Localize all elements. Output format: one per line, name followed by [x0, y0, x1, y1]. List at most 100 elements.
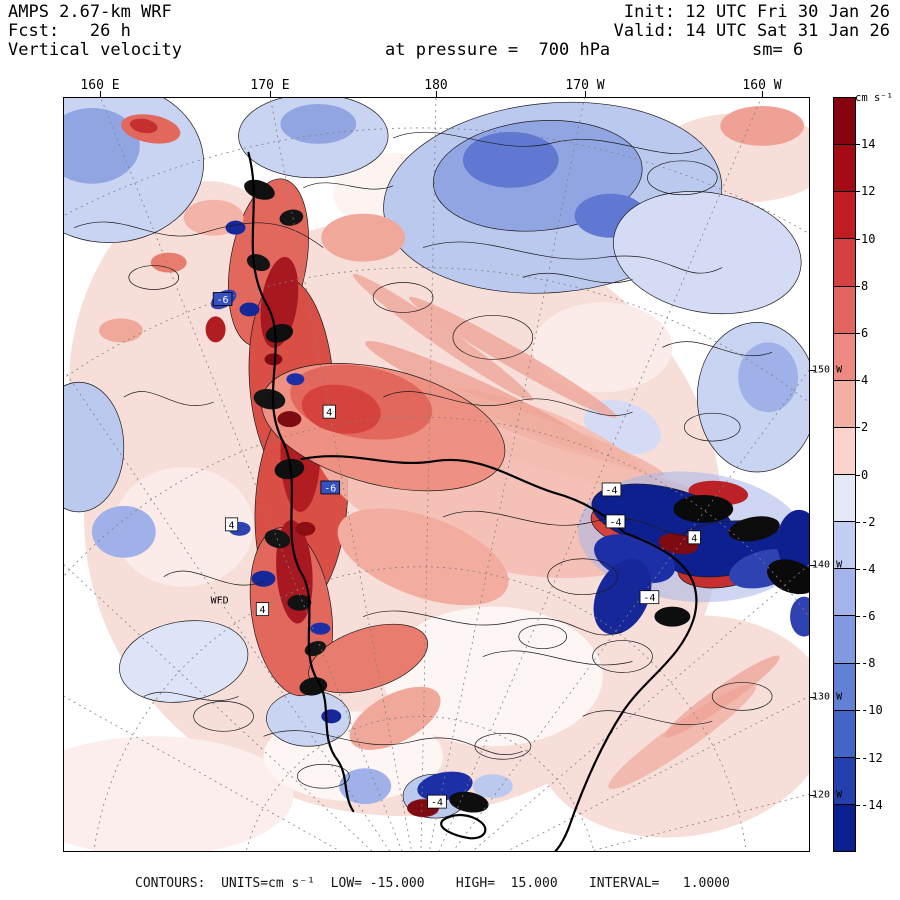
contour-line [442, 510, 703, 536]
contour-extremum-label: -6 [324, 483, 336, 494]
velocity-region [664, 655, 780, 738]
contour-ring [711, 682, 773, 711]
velocity-region [277, 411, 302, 428]
contour-extremum-label: -4 [431, 798, 443, 809]
velocity-region [728, 516, 780, 542]
meridian-tick-top [100, 91, 101, 97]
meridian-tick-top [270, 91, 271, 97]
contour-extremum-label: -6 [217, 295, 229, 306]
velocity-region [673, 494, 734, 523]
contour-line [482, 650, 633, 666]
contour-ring [592, 640, 653, 673]
velocity-region [113, 467, 254, 587]
contour-extremum-box [320, 480, 341, 495]
model-name: AMPS 2.67-km WRF [8, 2, 172, 22]
init-time-label: Init: 12 UTC Fri 30 Jan 26 [623, 2, 890, 22]
graticule-meridian [452, 370, 809, 851]
contour-line [382, 391, 633, 416]
meridian-tick-right [810, 795, 815, 796]
colorbar-tick-label: -8 [861, 656, 876, 671]
colorbar-segment [834, 427, 855, 475]
velocity-region [150, 252, 187, 273]
meridian-tick-top [762, 91, 763, 97]
contour-extremum-box [212, 292, 233, 306]
colorbar-segment [834, 757, 855, 805]
meridian-label-top: 170 W [565, 78, 605, 93]
colorbar-segment [834, 380, 855, 428]
contour-extremum-label: 4 [326, 408, 332, 419]
velocity-region [449, 791, 489, 813]
pressure-level-label: at pressure = 700 hPa [385, 40, 611, 60]
colorbar-tickmark [856, 427, 860, 429]
coastline [300, 455, 626, 534]
colorbar-tick-label: -2 [861, 514, 876, 529]
colorbar-units-label: cm s⁻¹ [855, 92, 893, 104]
contour-extremum-label: 4 [259, 605, 265, 616]
velocity-region [383, 606, 603, 747]
graticule-meridian [472, 564, 809, 851]
graticule-meridian [438, 98, 762, 851]
colorbar-segment [834, 522, 855, 570]
colorbar-tick-label: -6 [861, 609, 876, 624]
contour-line [263, 730, 523, 756]
graticule-parallel [245, 716, 595, 851]
colorbar-tick-label: -10 [861, 703, 883, 718]
contour-extremum-box [687, 530, 701, 545]
colorbar-tickmark [856, 521, 860, 523]
contour-ring [372, 282, 434, 313]
contour-ring [547, 558, 618, 596]
velocity-region [777, 509, 809, 574]
velocity-region [225, 220, 246, 235]
velocity-region [321, 213, 406, 262]
colorbar-segment [834, 286, 855, 334]
velocity-region [593, 558, 652, 635]
map-canvas: 4 4 -4 -4 4 -4 -4 4 -6 -6 WFD [64, 98, 809, 851]
colorbar-tickmark [856, 663, 860, 665]
meridian-label-top: 160 E [80, 78, 120, 93]
velocity-region [352, 273, 534, 401]
contour-line [662, 341, 773, 357]
velocity-region [295, 521, 316, 536]
colorbar-segment [834, 663, 855, 711]
colorbar-segment [834, 98, 855, 146]
meridian-label-top: 170 E [250, 78, 290, 93]
contour-ring [128, 265, 180, 290]
colorbar-segment [834, 569, 855, 617]
velocity-region [613, 191, 802, 315]
velocity-region [260, 256, 299, 348]
coastline [440, 813, 487, 840]
colorbar-tick-label: 8 [861, 278, 869, 293]
velocity-region [287, 594, 312, 611]
velocity-region [409, 296, 617, 418]
velocity-region [472, 774, 513, 799]
meridian-label-right: 150 W [812, 364, 843, 376]
meridian-tick-top [436, 91, 437, 97]
colorbar-tickmark [856, 804, 860, 806]
velocity-region [720, 105, 805, 146]
velocity-region [251, 570, 276, 587]
contour-extremum-label: 4 [691, 533, 697, 544]
contour-line [392, 131, 703, 154]
meridian-tick-right [810, 697, 815, 698]
coastline [554, 531, 698, 851]
velocity-region [767, 559, 809, 595]
colorbar-tickmark [856, 144, 860, 146]
contour-line [303, 182, 394, 190]
colorbar-segment [834, 239, 855, 287]
colorbar-segment [834, 145, 855, 193]
colorbar-tickmark [856, 285, 860, 287]
velocity-region [205, 316, 226, 343]
contour-extremum-box [322, 404, 336, 419]
velocity-region [301, 384, 381, 434]
velocity-region [654, 606, 691, 627]
contour-line [163, 570, 264, 586]
contour-line [363, 610, 623, 636]
meridian-tick-right [810, 565, 815, 566]
contour-extremum-box [639, 590, 660, 605]
contour-ring [683, 412, 741, 442]
graticule-meridian [270, 98, 413, 851]
graticule-meridian [420, 98, 437, 851]
meridian-label-right: 140 W [812, 559, 843, 571]
colorbar [833, 97, 856, 852]
contour-ring [647, 160, 718, 196]
